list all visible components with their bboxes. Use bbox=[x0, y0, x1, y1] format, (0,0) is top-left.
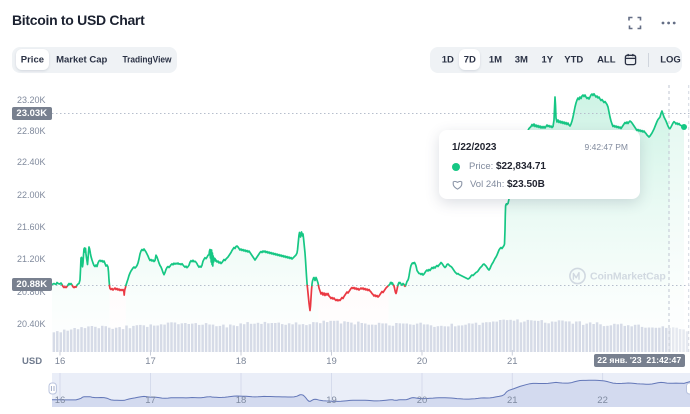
svg-text:18: 18 bbox=[236, 395, 247, 406]
svg-text:CoinMarketCap: CoinMarketCap bbox=[590, 271, 666, 283]
svg-text:16: 16 bbox=[55, 395, 66, 406]
svg-text:22: 22 bbox=[597, 395, 608, 406]
svg-text:21: 21 bbox=[507, 395, 518, 406]
svg-text:19: 19 bbox=[326, 395, 337, 406]
svg-text:17: 17 bbox=[145, 395, 156, 406]
svg-text:20: 20 bbox=[417, 395, 428, 406]
